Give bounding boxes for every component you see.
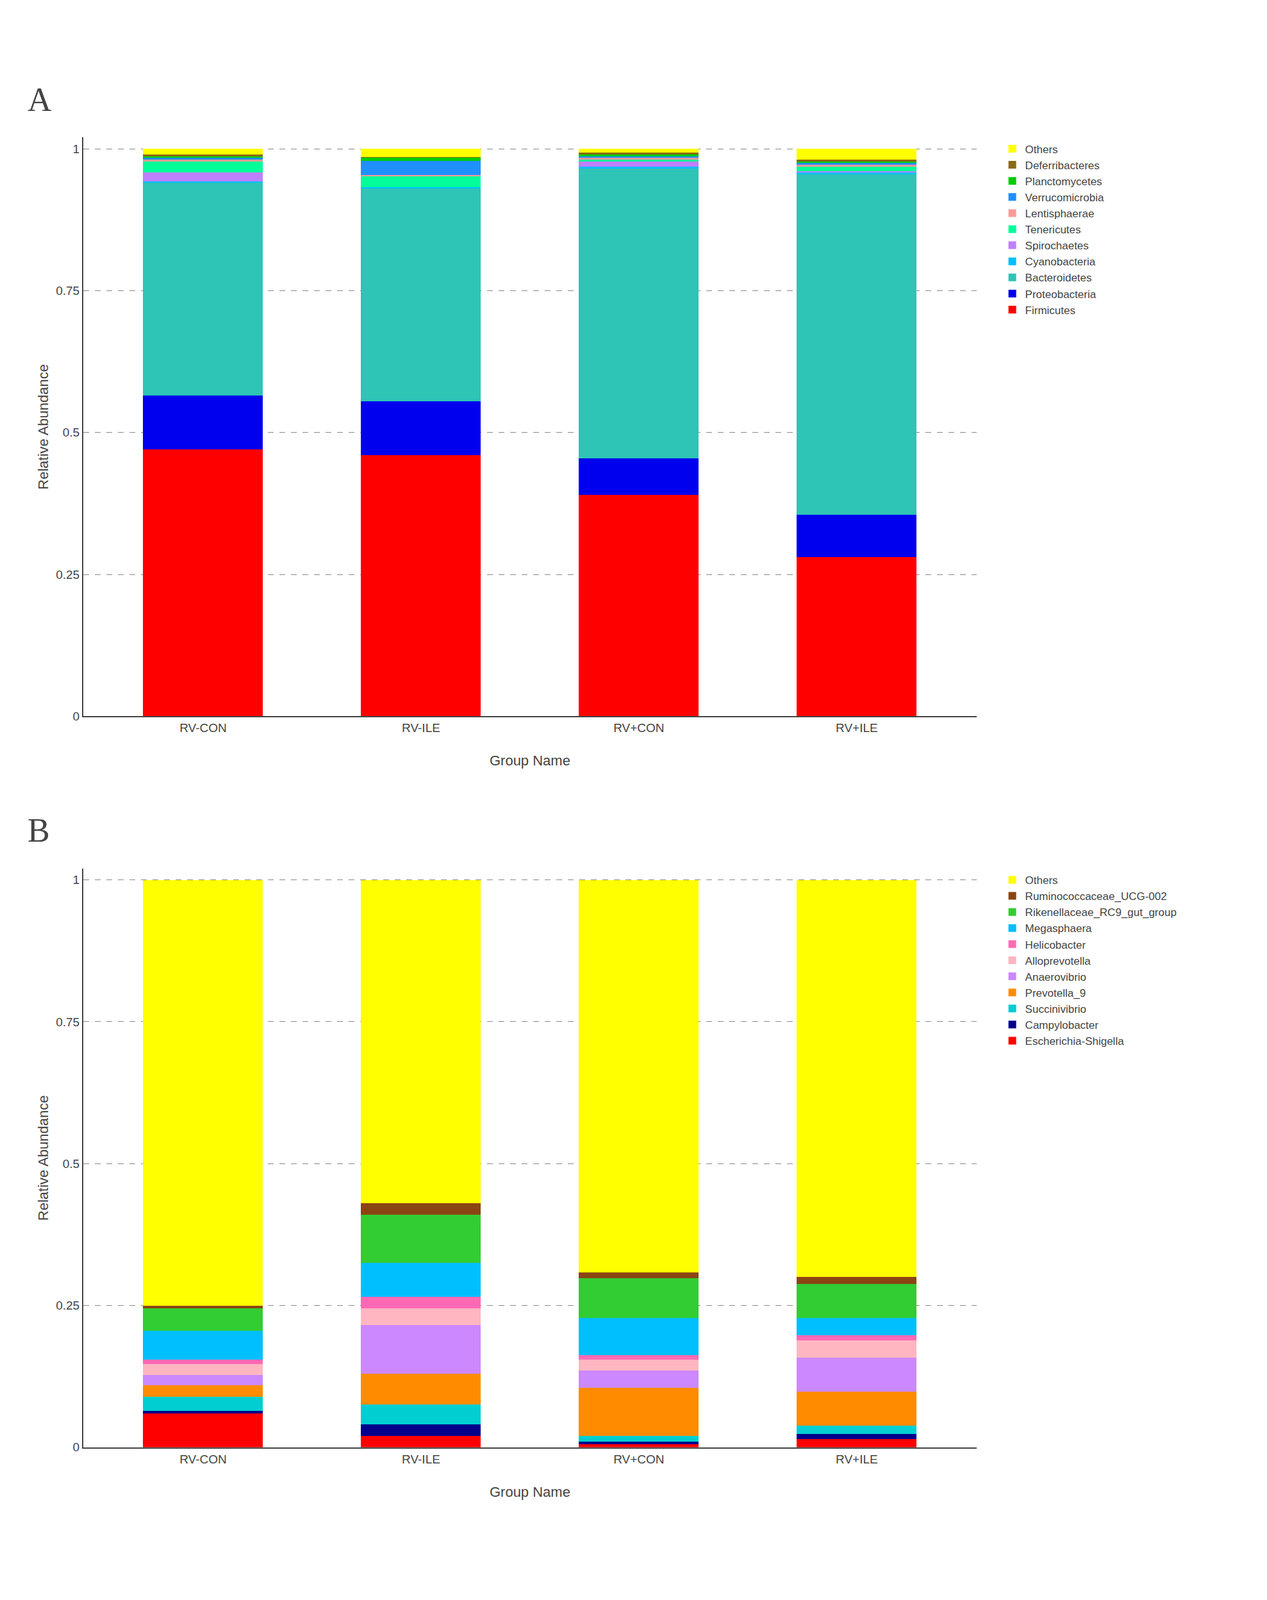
svg-text:RV-CON: RV-CON (179, 1452, 227, 1466)
svg-text:Campylobacter: Campylobacter (1025, 1018, 1100, 1032)
svg-text:0.75: 0.75 (55, 1015, 80, 1029)
svg-text:A: A (27, 81, 52, 118)
svg-text:Group Name: Group Name (489, 752, 571, 769)
svg-text:1: 1 (73, 872, 81, 887)
svg-text:RV-ILE: RV-ILE (401, 720, 441, 735)
svg-text:RV+ILE: RV+ILE (835, 720, 878, 735)
svg-text:0: 0 (73, 1440, 81, 1454)
svg-text:Relative Abundance: Relative Abundance (35, 364, 52, 490)
svg-text:1: 1 (73, 142, 81, 156)
svg-text:Anaerovibrio: Anaerovibrio (1025, 970, 1087, 984)
svg-text:RV+CON: RV+CON (613, 1452, 664, 1466)
svg-text:0.5: 0.5 (62, 1156, 80, 1171)
svg-text:RV+CON: RV+CON (613, 720, 664, 735)
svg-text:Ruminococcaceae_UCG-002: Ruminococcaceae_UCG-002 (1025, 890, 1168, 903)
svg-text:Escherichia-Shigella: Escherichia-Shigella (1025, 1035, 1125, 1048)
svg-text:B: B (27, 811, 50, 849)
svg-text:0: 0 (73, 709, 81, 723)
svg-text:Cyanobacteria: Cyanobacteria (1025, 255, 1096, 268)
svg-text:RV+ILE: RV+ILE (835, 1452, 878, 1466)
svg-text:Planctomycetes: Planctomycetes (1025, 175, 1103, 188)
svg-text:0.75: 0.75 (55, 283, 80, 298)
svg-text:Firmicutes: Firmicutes (1025, 304, 1076, 317)
svg-text:Verrucomicrobia: Verrucomicrobia (1025, 191, 1105, 204)
svg-text:0.5: 0.5 (62, 425, 80, 439)
svg-text:Alloprevotella: Alloprevotella (1025, 954, 1092, 968)
svg-text:Rikenellaceae_RC9_gut_group: Rikenellaceae_RC9_gut_group (1025, 906, 1177, 919)
svg-text:Proteobacteria: Proteobacteria (1025, 288, 1097, 301)
svg-text:0.25: 0.25 (55, 1298, 80, 1312)
svg-text:Group Name: Group Name (489, 1483, 571, 1500)
svg-text:Others: Others (1025, 143, 1059, 156)
svg-text:Tenericutes: Tenericutes (1025, 223, 1082, 236)
svg-text:Deferribacteres: Deferribacteres (1025, 159, 1100, 172)
svg-text:Megasphaera: Megasphaera (1025, 922, 1093, 935)
svg-text:Relative Abundance: Relative Abundance (35, 1095, 52, 1221)
svg-text:RV-ILE: RV-ILE (401, 1452, 441, 1466)
svg-text:Lentisphaerae: Lentisphaerae (1025, 207, 1095, 220)
svg-text:Bacteroidetes: Bacteroidetes (1025, 271, 1093, 284)
svg-text:0.25: 0.25 (55, 567, 80, 582)
svg-text:Others: Others (1025, 874, 1059, 887)
svg-text:RV-CON: RV-CON (179, 720, 227, 735)
svg-text:Succinivibrio: Succinivibrio (1025, 1002, 1087, 1016)
svg-text:Prevotella_9: Prevotella_9 (1025, 986, 1087, 1000)
svg-text:Spirochaetes: Spirochaetes (1025, 239, 1089, 252)
svg-text:Helicobacter: Helicobacter (1025, 938, 1087, 952)
